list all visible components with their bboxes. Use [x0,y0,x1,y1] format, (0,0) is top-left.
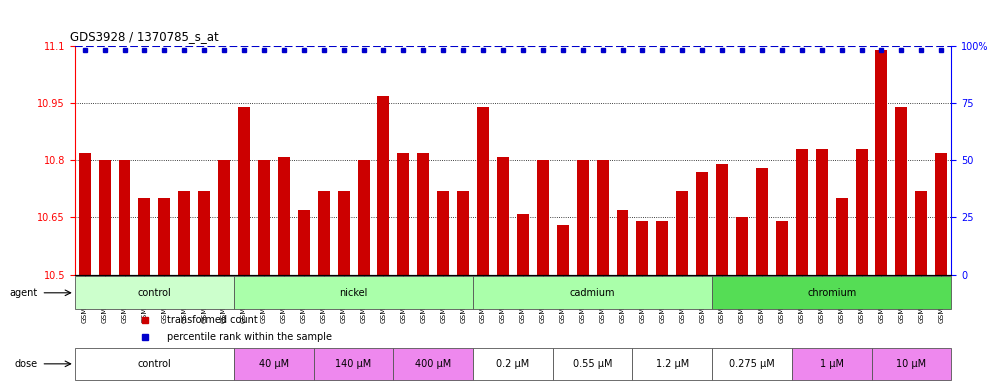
Bar [716,164,728,275]
Text: 140 μM: 140 μM [336,359,372,369]
Bar [278,157,290,275]
Bar [477,107,489,275]
Bar [75,276,234,309]
Bar [712,348,792,380]
Bar [473,276,712,309]
Bar [557,225,569,275]
Bar [258,161,270,275]
Bar [377,96,389,275]
Bar [397,153,409,275]
Bar [517,214,529,275]
Text: dose: dose [15,359,38,369]
Bar [597,161,609,275]
Text: 40 μM: 40 μM [259,359,289,369]
Text: transformed count: transformed count [166,314,258,325]
Bar [792,348,872,380]
Bar [577,161,589,275]
Text: nickel: nickel [340,288,368,298]
Bar [138,199,150,275]
Bar [915,191,927,275]
Bar [417,153,429,275]
Text: cadmium: cadmium [570,288,616,298]
Bar [856,149,868,275]
Bar [314,348,393,380]
Text: 10 μM: 10 μM [896,359,926,369]
Text: GDS3928 / 1370785_s_at: GDS3928 / 1370785_s_at [71,30,219,43]
Text: control: control [137,359,171,369]
Bar [238,107,250,275]
Text: 1 μM: 1 μM [820,359,844,369]
Text: 0.55 μM: 0.55 μM [573,359,613,369]
Text: 1.2 μM: 1.2 μM [655,359,689,369]
Text: 0.2 μM: 0.2 μM [496,359,530,369]
Bar [776,221,788,275]
Bar [119,161,130,275]
Bar [234,276,473,309]
Bar [75,348,234,380]
Bar [636,221,648,275]
Bar [218,161,230,275]
Bar [836,199,848,275]
Bar [875,50,887,275]
Bar [198,191,210,275]
Bar [553,348,632,380]
Bar [935,153,947,275]
Bar [676,191,688,275]
Bar [537,161,549,275]
Bar [895,107,907,275]
Bar [358,161,370,275]
Text: 0.275 μM: 0.275 μM [729,359,775,369]
Bar [234,348,314,380]
Bar [756,168,768,275]
Bar [736,217,748,275]
Bar [457,191,469,275]
Bar [338,191,350,275]
Bar [796,149,808,275]
Bar [656,221,668,275]
Bar [473,348,553,380]
Bar [632,348,712,380]
Bar [816,149,828,275]
Bar [158,199,170,275]
Bar [79,153,91,275]
Text: chromium: chromium [807,288,857,298]
Bar [497,157,509,275]
Text: percentile rank within the sample: percentile rank within the sample [166,332,332,342]
Bar [696,172,708,275]
Bar [99,161,111,275]
Bar [617,210,628,275]
Bar [178,191,190,275]
Text: 400 μM: 400 μM [415,359,451,369]
Bar [393,348,473,380]
Bar [872,348,951,380]
Bar [298,210,310,275]
Text: control: control [137,288,171,298]
Bar [437,191,449,275]
Text: agent: agent [10,288,38,298]
Bar [318,191,330,275]
Bar [712,276,951,309]
